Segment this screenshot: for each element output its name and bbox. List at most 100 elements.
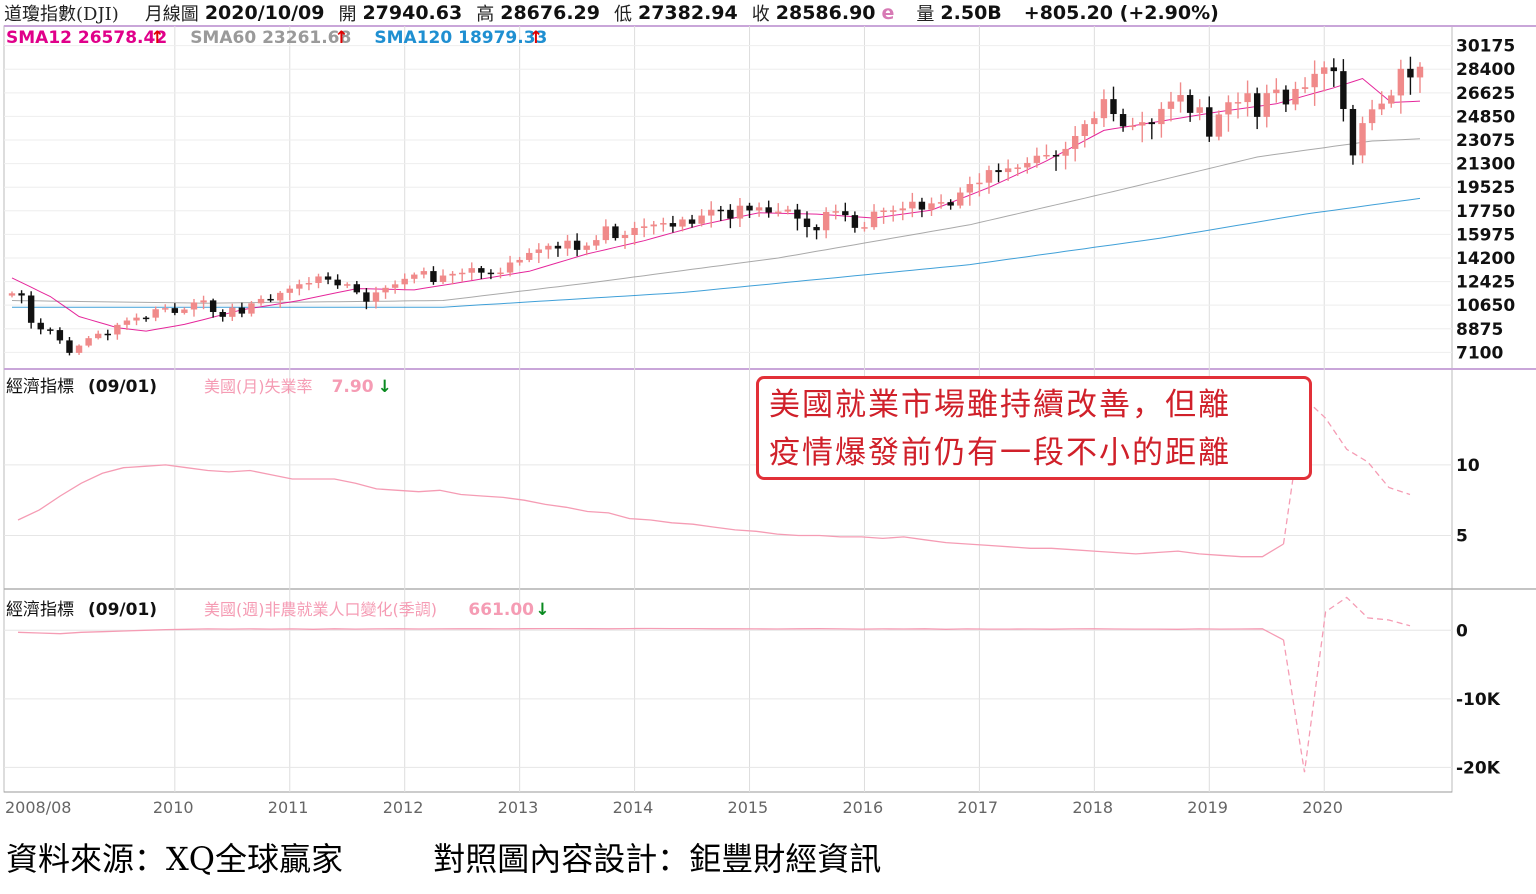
- nonfarm-tick-label: -20K: [1456, 758, 1501, 778]
- candle-body: [573, 240, 581, 250]
- candle-body: [478, 268, 485, 273]
- low-value: 27382.94: [637, 2, 738, 24]
- candle-body: [640, 226, 648, 228]
- candle-body: [219, 311, 226, 317]
- candle-body: [851, 215, 859, 228]
- price-tick-label: 28400: [1456, 60, 1515, 80]
- candle-body: [229, 307, 236, 317]
- open-label: 開: [338, 4, 357, 25]
- candle-body: [889, 210, 897, 212]
- candle-body: [181, 309, 188, 313]
- candle-body: [708, 209, 715, 216]
- candle-body: [468, 268, 475, 273]
- unemployment-line: [17, 464, 1284, 558]
- symbol-name: 道瓊指數(DJI): [4, 4, 119, 25]
- unemployment-date: (09/01): [88, 377, 157, 397]
- candle-body: [1043, 154, 1050, 157]
- candle-body: [171, 308, 179, 313]
- price-tick-label: 21300: [1456, 155, 1515, 175]
- x-tick-label: 2013: [498, 798, 539, 817]
- candle-body: [1388, 95, 1395, 104]
- candle-body: [439, 275, 447, 283]
- candle-body: [669, 223, 677, 227]
- candle-body: [353, 284, 361, 293]
- candle-body: [257, 298, 265, 304]
- candle-body: [8, 293, 16, 296]
- nonfarm-last-value: 661.00: [468, 600, 534, 620]
- candle-body: [650, 224, 657, 227]
- candle-body: [1186, 95, 1194, 113]
- candle-body: [880, 210, 887, 212]
- candle-body: [1378, 103, 1385, 110]
- candle-body: [56, 330, 64, 341]
- candle-body: [296, 284, 303, 289]
- candle-body: [1110, 99, 1117, 115]
- footer: 資料來源：XQ全球贏家 對照圖內容設計：鉅豐財經資訊: [6, 834, 961, 878]
- close-value: 28586.90: [775, 2, 876, 24]
- candle-body: [717, 209, 724, 212]
- candle-body: [315, 276, 322, 283]
- sma-legend-sma120: SMA120 18979.33: [374, 28, 547, 48]
- panel-frames: [3, 25, 1536, 793]
- sma-legend-sma60: SMA60 23261.68: [190, 28, 351, 48]
- annotation-line-2: 疫情爆發前仍有一段不小的距離: [769, 435, 1231, 471]
- candle-body: [1301, 87, 1309, 89]
- candle-body: [267, 298, 274, 301]
- candle-body: [1033, 155, 1041, 163]
- unemployment-tick-label: 10: [1456, 456, 1480, 476]
- candle-body: [133, 317, 140, 321]
- candle-body: [813, 227, 820, 231]
- candle-body: [870, 211, 878, 228]
- sma12-line: [11, 77, 1421, 332]
- candle-body: [334, 279, 341, 286]
- candle-body: [1206, 107, 1213, 137]
- candle-body: [1119, 114, 1127, 127]
- candle-body: [535, 249, 543, 253]
- candle-body: [286, 288, 293, 293]
- candle-body: [1100, 99, 1108, 119]
- close-label: 收: [751, 4, 770, 25]
- price-tick-label: 30175: [1456, 37, 1515, 57]
- candle-body: [947, 202, 954, 206]
- candle-body: [47, 329, 54, 331]
- candle-body: [1196, 107, 1203, 113]
- candle-body: [506, 262, 514, 273]
- unemployment-line-recent: [1282, 397, 1411, 545]
- candle-body: [698, 215, 705, 224]
- candle-body: [631, 227, 638, 236]
- candle-body: [1071, 135, 1079, 149]
- candles: [8, 56, 1424, 356]
- candle-body: [621, 235, 629, 239]
- candle-body: [612, 226, 619, 239]
- candle-body: [449, 273, 456, 276]
- candle-body: [363, 292, 370, 302]
- candle-body: [909, 201, 916, 209]
- candle-body: [1244, 93, 1251, 103]
- candle-body: [37, 322, 44, 330]
- nonfarm-date: (09/01): [88, 600, 157, 620]
- candle-body: [832, 211, 839, 213]
- candle-body: [1177, 95, 1184, 102]
- candle-body: [1158, 108, 1165, 125]
- period-label: 月線圖: [144, 4, 199, 25]
- x-tick-label: 2019: [1187, 798, 1228, 817]
- nonfarm-tick-label: -10K: [1456, 690, 1501, 710]
- candle-body: [1148, 122, 1156, 125]
- x-tick-label: 2011: [268, 798, 309, 817]
- sma-trend-arrow: ↑: [334, 28, 348, 48]
- change-value: +805.20 (+2.90%): [1023, 2, 1219, 24]
- candle-body: [152, 309, 159, 318]
- candle-body: [928, 203, 935, 210]
- candle-body: [1081, 124, 1088, 136]
- price-tick-label: 15975: [1456, 225, 1515, 245]
- candle-body: [995, 170, 1002, 173]
- sma-trend-arrow: ↑: [529, 28, 543, 48]
- moving-averages: [11, 77, 1421, 332]
- candle-body: [75, 345, 83, 353]
- candle-body: [85, 338, 92, 346]
- candle-body: [1263, 93, 1270, 117]
- x-tick-label: 2014: [613, 798, 654, 817]
- candle-body: [602, 226, 610, 241]
- candle-body: [899, 208, 906, 211]
- candle-body: [794, 209, 801, 219]
